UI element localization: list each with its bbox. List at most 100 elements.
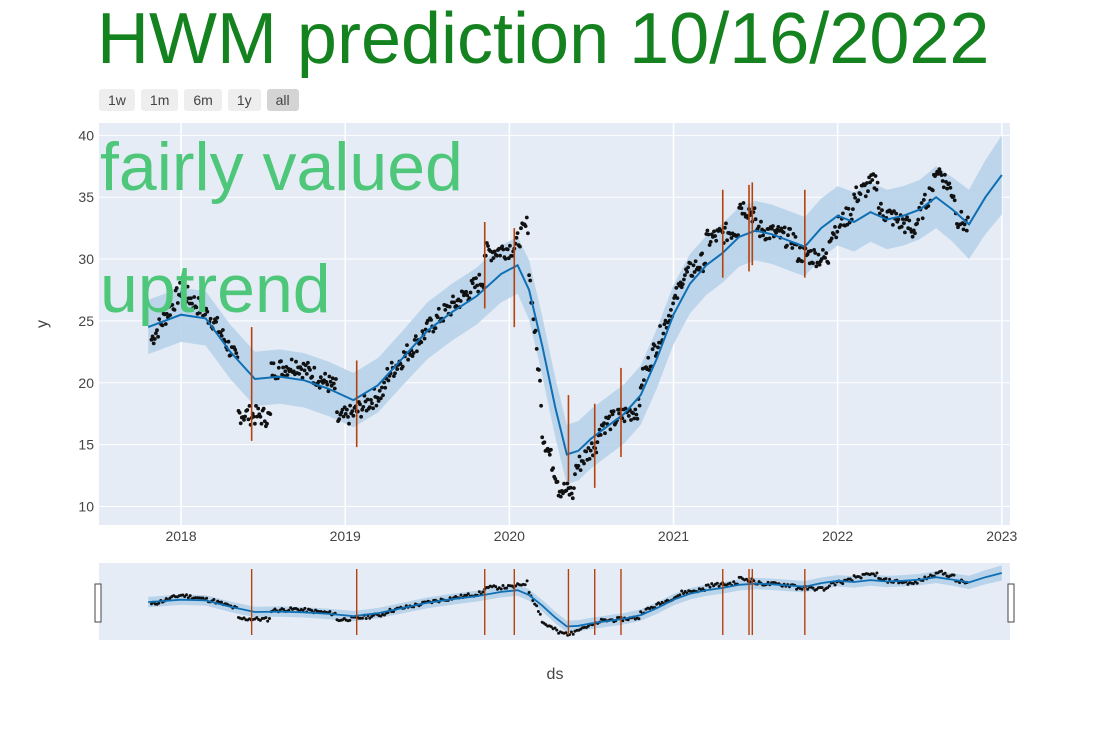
observed-point — [491, 256, 496, 260]
x-tick-label: 2019 — [330, 528, 361, 544]
observed-point — [254, 404, 258, 408]
observed-point — [588, 448, 593, 453]
observed-point — [156, 334, 161, 339]
x-tick-label: 2021 — [658, 528, 689, 544]
observed-point — [492, 249, 497, 254]
range-button-1m[interactable]: 1m — [140, 89, 179, 111]
observed-point — [304, 372, 309, 376]
observed-point — [706, 232, 711, 237]
range-slider-left-handle[interactable] — [94, 583, 102, 623]
observed-point — [771, 224, 775, 228]
observed-point — [385, 366, 390, 371]
observed-point — [152, 337, 157, 341]
observed-point — [369, 398, 373, 402]
observed-point — [203, 312, 208, 317]
observed-point — [251, 414, 256, 419]
observed-point — [312, 365, 317, 370]
observed-point — [808, 249, 813, 253]
observed-point — [170, 303, 175, 307]
observed-point — [584, 449, 589, 454]
observed-point — [785, 243, 789, 248]
x-tick-label: 2023 — [986, 528, 1017, 544]
observed-point — [163, 322, 168, 326]
slider-observed-point — [535, 604, 539, 608]
slider-observed-point — [494, 585, 498, 589]
observed-point — [626, 414, 631, 418]
observed-point — [826, 261, 831, 265]
slider-observed-point — [220, 600, 223, 604]
annotation-uptrend: uptrend — [100, 251, 331, 327]
observed-point — [291, 369, 296, 374]
observed-point — [346, 415, 350, 419]
observed-point — [846, 206, 851, 211]
observed-point — [316, 379, 321, 384]
observed-point — [503, 257, 508, 261]
slider-observed-point — [466, 592, 470, 596]
observed-point — [261, 406, 266, 411]
observed-point — [219, 334, 224, 338]
observed-point — [569, 491, 574, 496]
range-button-1y[interactable]: 1y — [227, 89, 261, 111]
observed-point — [514, 235, 519, 240]
observed-point — [812, 248, 816, 252]
observed-point — [542, 440, 547, 445]
slider-observed-point — [481, 590, 485, 594]
slider-observed-point — [827, 584, 831, 588]
slider-observed-point — [940, 569, 943, 573]
observed-point — [598, 433, 603, 437]
observed-point — [776, 225, 781, 229]
observed-point — [907, 218, 912, 223]
slider-observed-point — [800, 587, 804, 591]
observed-point — [537, 368, 541, 372]
observed-point — [370, 401, 374, 406]
observed-point — [551, 466, 555, 470]
slider-observed-point — [555, 628, 559, 632]
slider-observed-point — [364, 617, 368, 620]
annotation-fairly-valued: fairly valued — [100, 129, 463, 205]
observed-point — [288, 367, 293, 372]
range-button-1w[interactable]: 1w — [99, 89, 135, 111]
observed-point — [944, 180, 948, 184]
observed-point — [652, 343, 657, 348]
observed-point — [538, 378, 542, 383]
observed-point — [323, 371, 327, 376]
observed-point — [179, 294, 184, 298]
range-button-all[interactable]: all — [266, 89, 299, 111]
observed-point — [283, 369, 288, 374]
observed-point — [242, 418, 246, 422]
slider-observed-point — [571, 632, 575, 636]
observed-point — [777, 229, 782, 233]
observed-point — [894, 211, 899, 216]
y-tick-label: 15 — [78, 437, 94, 453]
observed-point — [940, 179, 945, 183]
slider-observed-point — [706, 583, 710, 587]
slider-observed-point — [564, 631, 568, 635]
range-button-6m[interactable]: 6m — [184, 89, 222, 111]
observed-point — [233, 347, 238, 352]
observed-point — [331, 381, 336, 386]
observed-point — [337, 417, 342, 421]
observed-point — [617, 411, 621, 416]
observed-point — [498, 253, 502, 258]
observed-point — [518, 244, 522, 249]
observed-point — [348, 403, 352, 408]
slider-observed-point — [873, 574, 877, 578]
observed-point — [688, 261, 693, 266]
observed-point — [915, 221, 919, 226]
observed-point — [393, 371, 397, 376]
observed-point — [948, 185, 953, 190]
observed-point — [226, 339, 231, 344]
observed-point — [611, 409, 616, 414]
observed-point — [875, 180, 880, 185]
observed-point — [389, 360, 394, 365]
observed-point — [194, 305, 199, 310]
observed-point — [700, 251, 704, 256]
observed-point — [425, 318, 430, 323]
range-slider-right-handle[interactable] — [1007, 583, 1015, 623]
observed-point — [800, 259, 804, 264]
observed-point — [412, 338, 417, 342]
observed-point — [361, 405, 366, 409]
observed-point — [411, 351, 416, 355]
x-axis-title: ds — [547, 666, 564, 683]
observed-point — [524, 215, 529, 220]
